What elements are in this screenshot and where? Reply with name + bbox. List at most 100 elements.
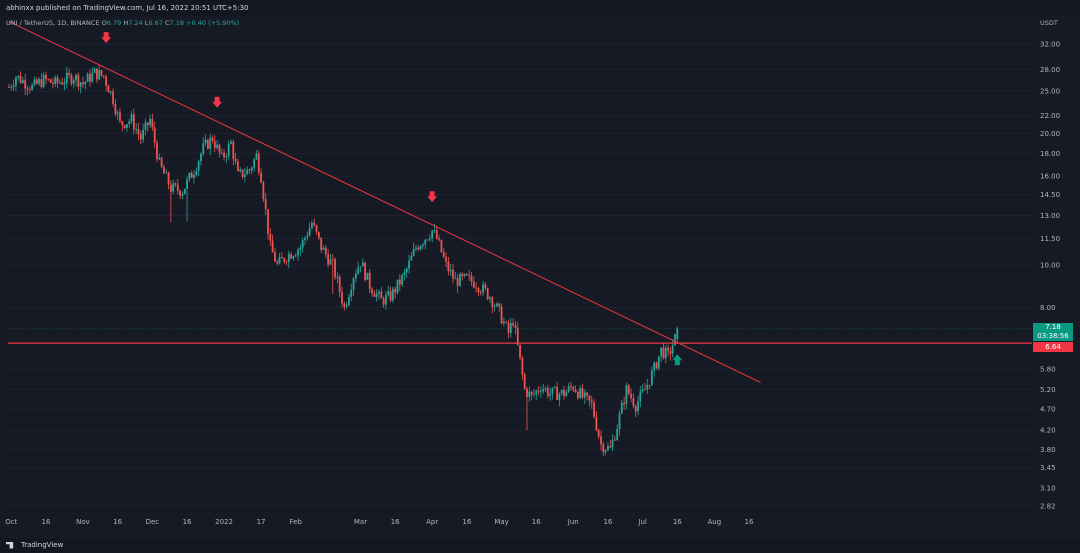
candle-body	[142, 129, 145, 140]
time-tick-label: Oct	[5, 518, 17, 526]
candle-body	[428, 238, 431, 240]
time-tick-label: 16	[183, 518, 192, 526]
candle-body	[227, 143, 230, 157]
candle-body	[348, 296, 350, 306]
candle-body	[294, 255, 297, 257]
candle-body	[216, 144, 219, 148]
candle-body	[528, 391, 531, 397]
symbol-name[interactable]: UNI / TetherUS, 1D, BINANCE	[6, 19, 100, 27]
time-tick-label: Jul	[637, 518, 647, 526]
level-price-tag: 6.64	[1033, 342, 1073, 352]
price-tick-label: 3.80	[1040, 446, 1056, 454]
price-tick-label: 3.45	[1040, 464, 1056, 472]
candle-body	[521, 357, 524, 375]
arrow-down-icon	[427, 191, 438, 203]
candle-body	[535, 390, 538, 395]
candle-body	[438, 238, 441, 240]
candle-body	[225, 156, 228, 158]
candle-body	[331, 258, 334, 260]
candle-body	[519, 344, 521, 358]
price-tick-label: 25.00	[1040, 87, 1060, 95]
chart-area[interactable]: 32.00 28.00 25.00 22.00 20.00 18.00 16.00 14.50…	[0, 16, 1080, 538]
candle-body	[343, 303, 346, 307]
candle-body	[165, 172, 168, 174]
candle-body	[169, 184, 172, 192]
candle-body	[172, 183, 175, 192]
candle-body	[280, 257, 283, 259]
candle-body	[10, 87, 13, 88]
candle-body	[292, 256, 295, 259]
candle-body	[267, 209, 269, 234]
candle-body	[151, 118, 154, 128]
time-tick-label: 16	[745, 518, 754, 526]
candle-body	[264, 199, 267, 210]
candle-body	[308, 228, 311, 236]
candle-body	[669, 350, 672, 354]
candle-body	[505, 321, 508, 323]
candle-body	[415, 247, 417, 249]
price-tick-label: 10.00	[1040, 262, 1060, 270]
candle-body	[128, 121, 131, 125]
candle-body	[243, 174, 246, 177]
low-label: L	[144, 19, 149, 27]
candle-body	[604, 450, 607, 453]
candle-body	[502, 321, 505, 324]
candle-body	[375, 293, 378, 297]
candle-body	[234, 158, 237, 162]
candle-body	[655, 362, 658, 369]
arrow-down-icon	[101, 32, 112, 44]
candle-body	[565, 391, 568, 397]
candle-body	[63, 82, 66, 85]
symbol-legend[interactable]: UNI / TetherUS, 1D, BINANCE O6.79 H7.24 …	[6, 19, 239, 27]
candle-body	[611, 439, 614, 448]
candle-body	[650, 370, 653, 385]
candle-body	[290, 254, 293, 259]
candle-body	[156, 142, 158, 160]
candle-body	[75, 74, 77, 81]
candle-body	[477, 288, 480, 293]
candle-body	[193, 175, 195, 178]
candle-body	[167, 172, 170, 185]
candle-body	[163, 166, 165, 174]
candle-body	[516, 327, 519, 345]
time-tick-label: 16	[462, 518, 471, 526]
candle-body	[491, 297, 494, 307]
candle-body	[89, 74, 91, 82]
candle-body	[412, 248, 415, 256]
candle-body	[313, 222, 316, 226]
candle-body	[40, 79, 43, 88]
candle-body	[394, 288, 397, 293]
candle-body	[144, 122, 147, 130]
candle-body	[278, 257, 281, 264]
candle-body	[146, 122, 149, 126]
candle-body	[102, 75, 105, 77]
candle-body	[19, 75, 22, 83]
time-tick-label: Feb	[290, 518, 303, 526]
candle-body	[109, 91, 112, 93]
candle-body	[560, 389, 563, 394]
candle-body	[248, 169, 251, 171]
candle-body	[396, 279, 399, 293]
candle-body	[609, 445, 612, 448]
candle-body	[190, 173, 193, 178]
price-tick-label: 3.10	[1040, 484, 1056, 492]
price-tick-label: 20.00	[1040, 130, 1060, 138]
candle-body	[498, 303, 501, 307]
candle-body	[472, 281, 475, 288]
candle-body	[38, 79, 40, 84]
candle-body	[489, 297, 491, 300]
candle-body	[306, 235, 309, 238]
price-tick-label: 13.00	[1040, 212, 1060, 220]
candle-body	[523, 374, 526, 389]
candle-body	[667, 347, 669, 351]
candle-body	[160, 157, 163, 167]
price-tick-label: 5.80	[1040, 365, 1056, 373]
price-tick-label: 8.00	[1040, 304, 1056, 312]
candle-body	[179, 190, 182, 196]
candle-body	[465, 273, 468, 276]
price-chart[interactable]: 32.00 28.00 25.00 22.00 20.00 18.00 16.00 14.50…	[0, 16, 1080, 538]
candle-body	[158, 157, 161, 160]
candle-body	[597, 429, 600, 437]
candle-body	[581, 388, 584, 398]
candle-body	[405, 268, 408, 273]
